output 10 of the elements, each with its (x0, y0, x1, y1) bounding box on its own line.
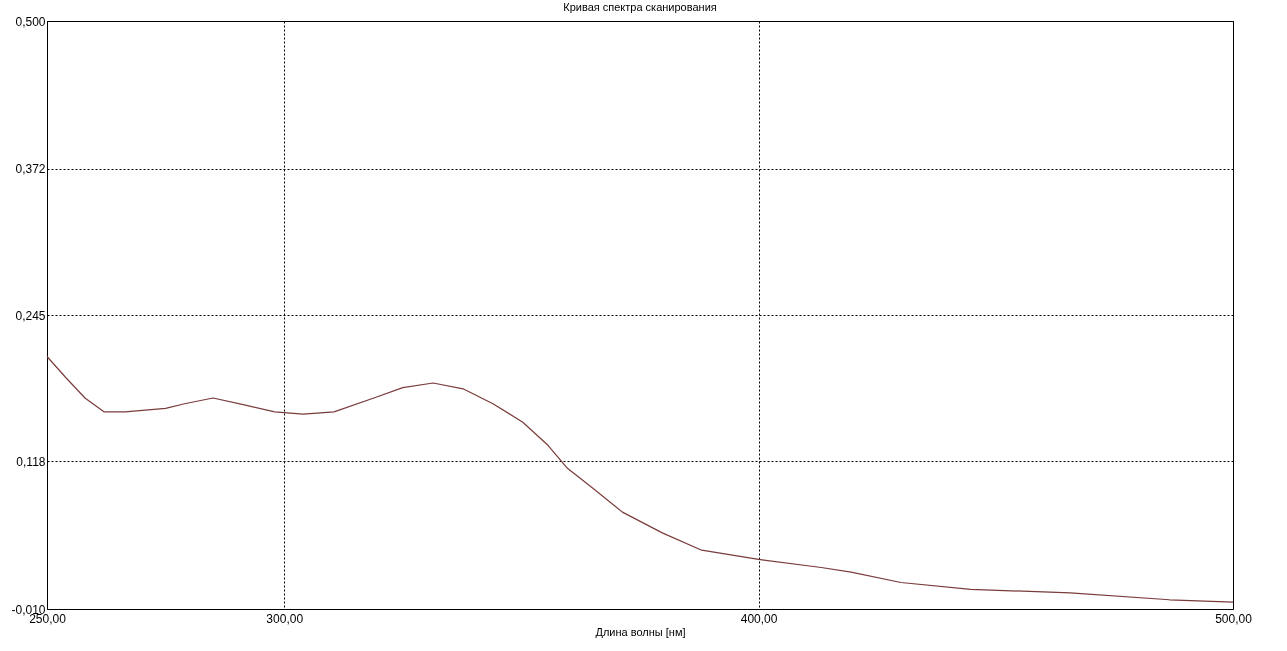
y-tick-label: 0,245 (15, 308, 46, 323)
x-tick-label: 500,00 (1215, 611, 1253, 626)
line-series (46, 355, 1234, 603)
y-tick-label: 0,118 (16, 454, 46, 469)
y-tick-label: 0,500 (15, 14, 46, 29)
y-tick-label: 0,372 (15, 162, 46, 177)
x-axis-title: Длина волны [нм] (595, 625, 686, 638)
x-tick-label: 400,00 (740, 611, 778, 626)
chart-title: Кривая спектра сканирования (563, 1, 717, 13)
x-tick-label: 300,00 (266, 611, 304, 626)
